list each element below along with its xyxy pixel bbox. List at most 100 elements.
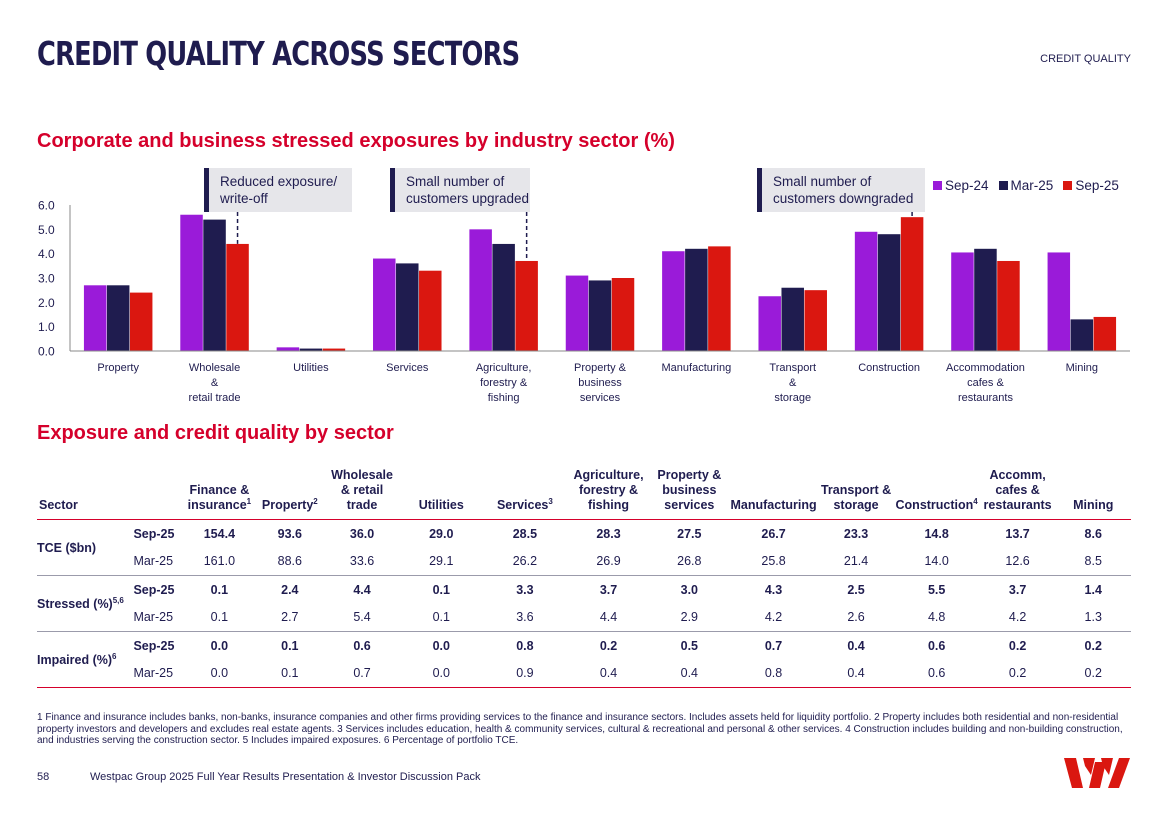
bar-mar-25-10 [1070,319,1094,351]
column-header: Property2 [261,496,318,512]
annotation-text: write-off [220,191,268,206]
bar-sep-24-1 [180,214,203,351]
period-label: Mar-25 [133,610,174,625]
table-cell: 0.8 [764,666,783,681]
table-row: Impaired (%)6 Sep-25 0.0 0.1 0.6 0.0 0.8 0.2 0.5… [37,632,1131,667]
y-tick-label: 4.0 [38,247,55,261]
table-row: TCE ($bn) Sep-25 154.4 93.6 36.0 29.0 28.5 28.3… [37,520,1131,555]
table-cell: 14.0 [924,554,949,569]
x-tick-label: business [578,377,622,389]
annotation-text: Small number of [406,174,505,189]
table-cell: 4.2 [1008,610,1027,625]
annotation-text: Reduced exposure/ [220,174,338,189]
legend-swatch [998,181,1008,190]
row-group-label: Stressed (%)5,6 [37,595,124,611]
x-tick-label: Construction [858,362,920,374]
table-cell: 0.0 [210,638,229,653]
legend-label: Sep-25 [1075,178,1119,193]
table-cell: 27.5 [677,526,702,541]
legend-item: Sep-25 [1063,178,1119,193]
stressed-exposures-chart: 0.0 1.0 2.0 3.0 4.0 5.0 6.0 Property Wholesale & r… [38,199,1130,404]
bar-mar-25-0 [106,285,130,351]
bar-sep-24-5 [565,275,589,351]
x-tick-label: Property & [574,362,627,374]
table-cell: 161.0 [203,554,236,569]
bar-sep-24-7 [758,296,781,351]
table-cell: 0.4 [847,638,865,653]
column-header: Transport & storage [820,483,892,512]
bar-mar-25-5 [588,280,612,351]
x-tick-label: forestry & [480,377,528,389]
sector-header: Sector [39,498,78,512]
column-header: Services3 [496,496,553,512]
table-cell: 0.2 [1008,638,1027,653]
table-row: Mar-25 0.1 2.7 5.4 0.1 3.6 4.4 2.9 4.2 2.6 4.8 4.2 1… [37,604,1131,632]
credit-quality-table: Sector Finance & insurance1 Property2 Wholes… [37,468,1131,688]
annotation-box: Small number of customers downgraded [757,168,925,212]
period-label: Sep-25 [133,582,175,597]
x-tick-label: Accommodation [946,362,1025,374]
table-cell: 4.4 [599,610,618,625]
bar-sep-24-4 [469,229,492,351]
table-cell: 0.8 [516,638,534,653]
table-cell: 3.7 [1008,582,1027,597]
table-cell: 0.1 [432,582,450,597]
row-group-label: TCE ($bn) [37,540,97,555]
annotation-text: Small number of [773,174,872,189]
column-header: Finance & insurance1 [187,483,252,512]
x-tick-label: & [211,377,219,389]
table-cell: 28.3 [596,526,621,541]
table-row: Mar-25 161.0 88.6 33.6 29.1 26.2 26.9 26.8 25.8 2… [37,548,1131,576]
column-header: Wholesale & retail trade [331,468,393,512]
table-cell: 23.3 [843,526,869,541]
table-cell: 4.3 [764,582,783,597]
bar-sep-24-3 [373,258,396,351]
table-cell: 0.4 [847,666,865,681]
section-tag: CREDIT QUALITY [1040,53,1131,65]
bar-sep-25-5 [611,278,635,351]
table-cell: 0.5 [680,638,699,653]
x-tick-label: restaurants [958,392,1014,404]
column-header: Accomm, cafes & restaurants [983,468,1052,512]
table-cell: 0.1 [281,638,299,653]
page-title: CREDIT QUALITY ACROSS SECTORS [37,34,520,73]
table-cell: 21.4 [843,554,869,569]
bar-mar-25-7 [781,287,804,351]
y-tick-label: 6.0 [38,199,55,213]
table-cell: 2.9 [680,610,699,625]
table-row: Mar-25 0.0 0.1 0.7 0.0 0.9 0.4 0.4 0.8 0.4 0.6 0.2 0… [37,660,1131,688]
table-body: TCE ($bn) Sep-25 154.4 93.6 36.0 29.0 28.5 28.3… [37,520,1131,688]
column-header: Mining [1073,498,1114,512]
table-cell: 33.6 [349,554,375,569]
y-tick-label: 0.0 [38,345,55,359]
x-tick-label: retail trade [189,392,241,404]
table-cell: 26.8 [677,554,702,569]
table-cell: 2.7 [281,610,299,625]
table-cell: 154.4 [203,526,236,541]
column-header: Manufacturing [730,498,817,512]
table-cell: 5.5 [927,582,946,597]
table-header-row: Sector Finance & insurance1 Property2 Wholes… [37,468,1131,520]
table-cell: 8.5 [1084,554,1102,569]
y-tick-label: 2.0 [38,296,55,310]
table-cell: 5.4 [353,610,371,625]
table-cell: 14.8 [924,526,949,541]
period-label: Mar-25 [133,554,174,569]
annotation-box: Reduced exposure/write-off [204,168,352,212]
table-cell: 1.4 [1084,582,1102,597]
bar-sep-25-9 [997,260,1020,351]
footnotes: 1 Finance and insurance includes banks, … [37,712,1123,746]
table-cell: 2.4 [281,582,299,597]
legend-swatch [933,181,942,190]
table-cell: 4.4 [353,582,371,597]
row-group-label: Impaired (%)6 [37,651,117,667]
westpac-logo [1064,758,1130,788]
x-tick-label: storage [774,392,811,404]
legend-swatch [1063,181,1073,190]
table-cell: 36.0 [349,526,375,541]
table-cell: 4.2 [764,610,783,625]
x-tick-label: fishing [488,392,520,404]
x-tick-label: & [789,377,797,389]
bar-mar-25-8 [877,234,901,351]
y-tick-label: 3.0 [38,272,55,286]
